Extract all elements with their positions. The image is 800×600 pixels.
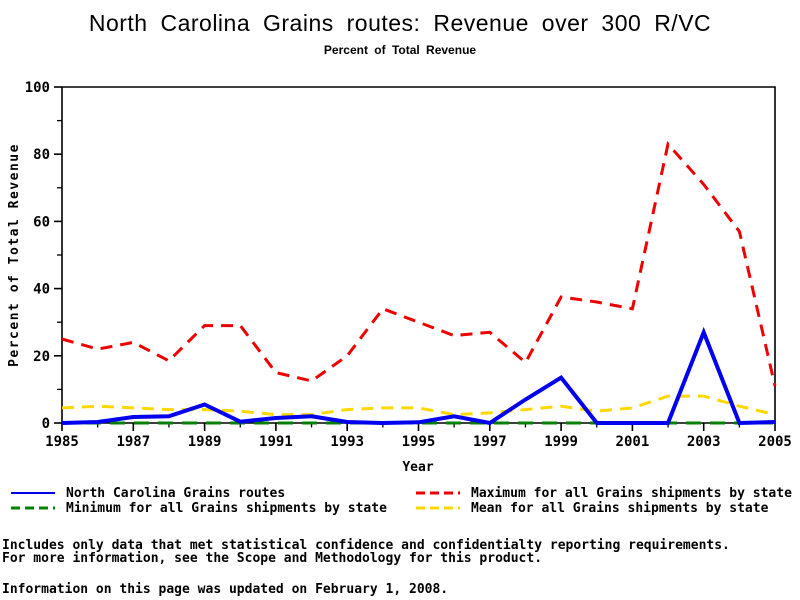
legend-label-maximum: Maximum for all Grains shipments by stat…: [471, 485, 792, 501]
y-tick-label: 80: [33, 147, 50, 163]
legend-item-maximum: Maximum for all Grains shipments by stat…: [415, 485, 792, 501]
legend-item-mean: Mean for all Grains shipments by state: [415, 500, 769, 516]
series-line-0: [61, 326, 776, 426]
x-tick-label: 1985: [45, 434, 79, 450]
x-tick-label: 1999: [544, 434, 578, 450]
axes-layer: 0 20 40 60 80 100 1985 1987 1989 1991 1993 1995 1997…: [25, 80, 792, 450]
plot-frame: [61, 86, 776, 424]
x-tick-label: 2003: [687, 434, 721, 450]
y-tick-label: 0: [42, 416, 50, 432]
legend-item-minimum: Minimum for all Grains shipments by stat…: [10, 500, 387, 516]
x-axis-title: Year: [402, 460, 433, 475]
x-tick-label: 1995: [402, 434, 436, 450]
chart-series-layer: [61, 140, 777, 426]
footnote-updated: Information on this page was updated on …: [2, 582, 449, 597]
legend-line-minimum-icon: [11, 506, 55, 510]
x-tick-label: 1991: [259, 434, 293, 450]
y-axis-title: Percent of Total Revenue: [7, 143, 22, 367]
legend-label-minimum: Minimum for all Grains shipments by stat…: [66, 500, 387, 516]
legend-line-maximum-icon: [416, 491, 460, 495]
legend-label-nc-routes: North Carolina Grains routes: [66, 485, 286, 501]
footnote-line-2: For more information, see the Scope and …: [2, 551, 543, 566]
chart-subtitle: Percent of Total Revenue: [323, 43, 477, 57]
y-tick-label: 100: [25, 80, 50, 96]
x-tick-label: 1989: [188, 434, 222, 450]
x-tick-label: 1997: [473, 434, 507, 450]
x-tick-label: 1987: [116, 434, 150, 450]
y-tick-label: 60: [33, 214, 50, 230]
line-chart: 0 20 40 60 80 100 1985 1987 1989 1991 1993 1995 1997…: [7, 80, 792, 475]
legend-item-nc-routes: North Carolina Grains routes: [10, 485, 286, 501]
legend-label-mean: Mean for all Grains shipments by state: [471, 500, 769, 516]
y-tick-label: 40: [33, 282, 50, 298]
series-line-3: [61, 394, 776, 417]
footnote-line-1: Includes only data that met statistical …: [2, 538, 730, 553]
y-tick-label: 20: [33, 349, 50, 365]
x-tick-label: 1993: [330, 434, 364, 450]
legend-line-nc-routes-icon: [11, 492, 55, 494]
x-tick-label: 2001: [616, 434, 650, 450]
x-tick-label: 2005: [758, 434, 792, 450]
chart-title: North Carolina Grains routes: Revenue ov…: [88, 10, 712, 36]
series-line-1: [61, 140, 777, 387]
legend-line-mean-icon: [416, 506, 460, 510]
